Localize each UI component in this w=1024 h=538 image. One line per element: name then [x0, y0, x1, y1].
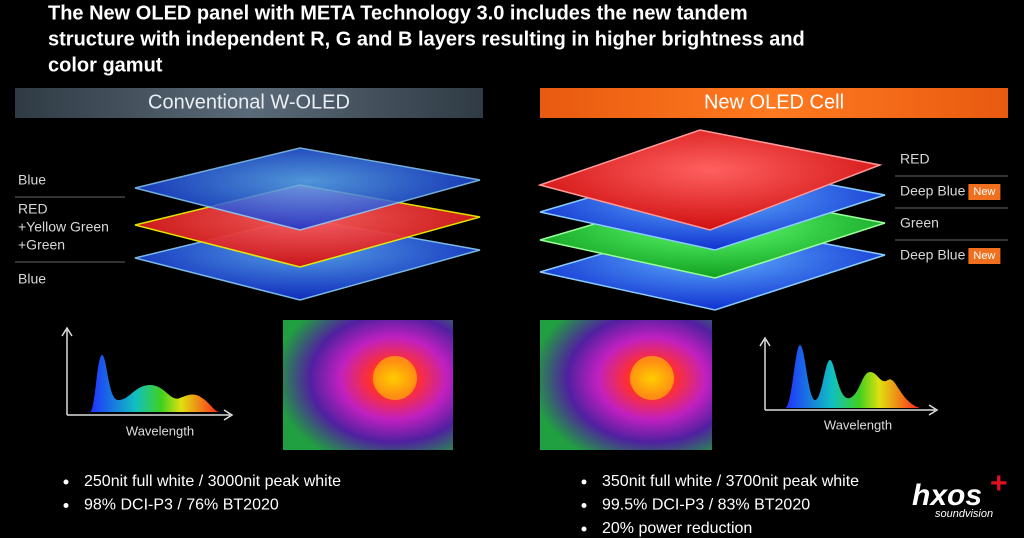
header: New OLED Cell — [704, 91, 844, 113]
badge: New — [973, 186, 995, 198]
header: Conventional W-OLED — [148, 91, 350, 113]
logo-plus: + — [990, 467, 1008, 500]
layer-label: Blue — [18, 172, 46, 188]
bullet: 20% power reduction — [602, 520, 752, 537]
badge-bg — [968, 184, 1001, 200]
bullet-dot — [63, 503, 69, 508]
title: The New OLED panel with META Technology … — [48, 2, 805, 76]
title-line: color gamut — [48, 54, 163, 76]
axis-label: Wavelength — [126, 423, 194, 438]
title-line: The New OLED panel with META Technology … — [48, 2, 748, 24]
title-line: structure with independent R, G and B la… — [48, 28, 805, 50]
image — [540, 320, 712, 450]
layer-stack — [537, 129, 886, 311]
spectrum — [785, 345, 920, 408]
layer-label: Blue — [18, 271, 46, 287]
bullet: 250nit full white / 3000nit peak white — [84, 473, 341, 490]
layer-label: +Yellow Green — [18, 219, 109, 235]
badge: New — [973, 250, 995, 262]
layer-label: Deep Blue — [900, 247, 966, 263]
bullet: 98% DCI-P3 / 76% BT2020 — [84, 497, 279, 514]
bullet-dot — [581, 479, 587, 485]
bullet: 99.5% DCI-P3 / 83% BT2020 — [602, 497, 810, 514]
layer-label: RED — [900, 151, 930, 167]
logo-tagline: soundvision — [935, 508, 993, 520]
layer-label: Deep Blue — [900, 183, 966, 199]
bullet-dot — [581, 526, 587, 532]
bullet-dot — [63, 479, 69, 485]
badge-bg — [968, 248, 1001, 264]
header-bar — [15, 88, 483, 118]
layer-label: +Green — [18, 237, 65, 253]
header-bar — [540, 88, 1008, 118]
bullet: 350nit full white / 3700nit peak white — [602, 473, 859, 490]
axis-label: Wavelength — [824, 417, 892, 432]
layer-label: Green — [900, 215, 939, 231]
spectrum — [90, 355, 220, 412]
layer-label: RED — [18, 201, 48, 217]
logo: hxos — [912, 479, 982, 512]
spectrum-plot — [61, 326, 939, 421]
layer-stack — [134, 147, 481, 301]
image — [283, 320, 453, 450]
bullet-dot — [581, 503, 587, 508]
